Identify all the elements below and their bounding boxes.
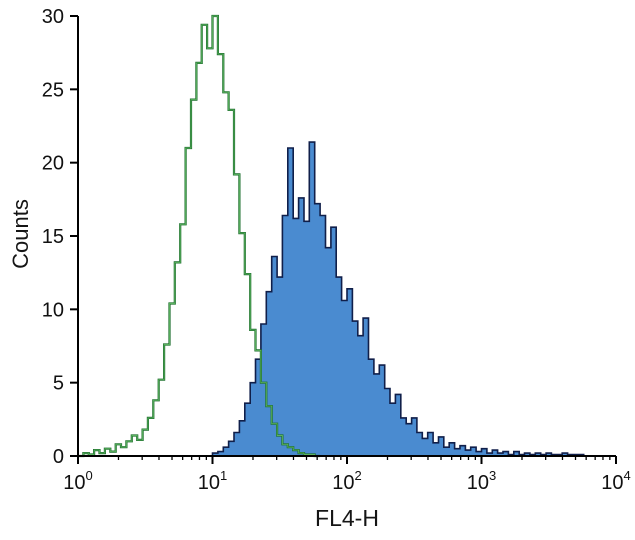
- y-tick-label: 0: [53, 446, 64, 468]
- y-tick-label: 15: [42, 226, 64, 248]
- x-tick-label: 104: [601, 468, 630, 494]
- series-layer: [78, 14, 590, 458]
- blue-filled-histogram: [207, 141, 590, 457]
- x-tick-label: 103: [467, 468, 496, 494]
- y-axis-title: Counts: [8, 199, 33, 269]
- y-tick-label: 5: [53, 373, 64, 395]
- x-tick-label: 102: [332, 468, 361, 494]
- y-tick-label: 30: [42, 6, 64, 28]
- y-tick-label: 20: [42, 153, 64, 175]
- x-axis-title: FL4-H: [315, 505, 379, 531]
- x-tick-label: 101: [198, 468, 227, 494]
- green-open-histogram-inner: [78, 15, 321, 457]
- y-tick-label: 10: [42, 299, 64, 321]
- y-tick-label: 25: [42, 79, 64, 101]
- x-tick-label: 100: [63, 468, 92, 494]
